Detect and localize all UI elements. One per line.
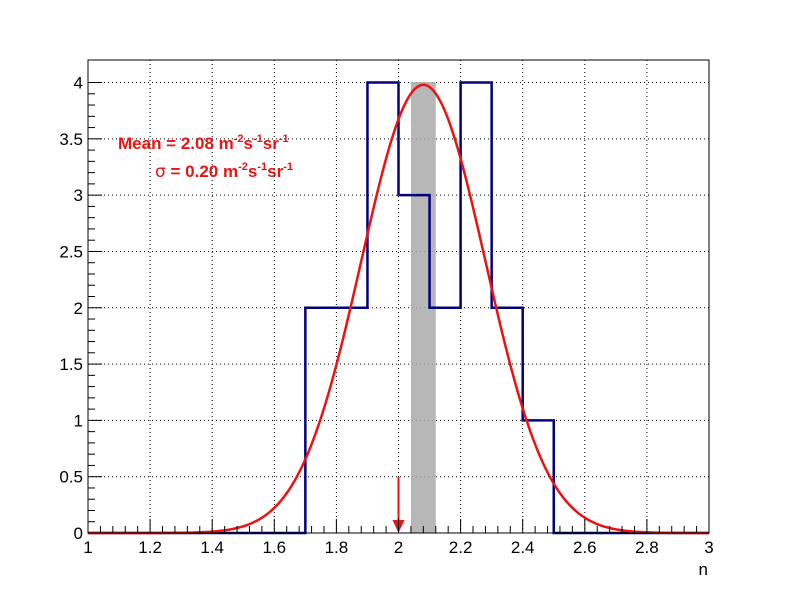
mean-unit-exp-m: -2 (234, 133, 244, 145)
x-tick-label: 2.2 (449, 538, 473, 557)
sigma-unit-exp-s: -1 (257, 161, 267, 173)
y-tick-label: 1.5 (59, 355, 83, 374)
mean-unit-s: s (244, 134, 253, 153)
x-tick-label: 2.6 (573, 538, 597, 557)
mean-annotation: Mean = 2.08 m-2s-1sr-1 (118, 133, 289, 153)
y-tick-label: 1 (74, 411, 83, 430)
mean-text: Mean = 2.08 m (118, 134, 234, 153)
x-tick-label: 1.8 (325, 538, 349, 557)
sigma-unit-sr: sr (267, 162, 283, 181)
x-tick-label: 3 (704, 538, 713, 557)
y-tick-labels: 0 0.5 1 1.5 2 2.5 3 3.5 4 (59, 74, 83, 543)
axis-ticks (87, 82, 710, 534)
x-axis-title: n (699, 560, 708, 579)
x-tick-label: 1 (83, 538, 92, 557)
sigma-unit-s: s (248, 162, 257, 181)
y-tick-label: 2 (74, 299, 83, 318)
y-tick-label: 4 (74, 74, 83, 93)
x-tick-label: 2.4 (511, 538, 535, 557)
x-tick-label: 1.2 (138, 538, 162, 557)
y-tick-label: 0 (74, 524, 83, 543)
x-tick-label: 2 (394, 538, 403, 557)
histogram-bin (492, 308, 523, 533)
y-tick-label: 3 (74, 186, 83, 205)
y-tick-label: 0.5 (59, 468, 83, 487)
sigma-annotation: σ = 0.20 m-2s-1sr-1 (155, 161, 293, 182)
x-tick-labels: 1 1.2 1.4 1.6 1.8 2 2.2 2.4 2.6 2.8 3 (83, 538, 713, 557)
mean-unit-sr: sr (263, 134, 279, 153)
mean-unit-exp-sr: -1 (279, 133, 289, 145)
sigma-text: = 0.20 m (166, 162, 238, 181)
mean-unit-exp-s: -1 (253, 133, 263, 145)
sigma-unit-exp-m: -2 (238, 161, 248, 173)
x-tick-label: 2.8 (635, 538, 659, 557)
histogram-outline (88, 81, 709, 535)
sigma-symbol: σ (155, 162, 166, 182)
histogram-bin (430, 308, 461, 533)
y-tick-label: 3.5 (59, 130, 83, 149)
histogram-bin (367, 83, 398, 533)
x-tick-label: 1.6 (262, 538, 286, 557)
histogram (88, 81, 709, 535)
sigma-unit-exp-sr: -1 (283, 161, 293, 173)
histogram-bin (461, 83, 492, 533)
histogram-bin (399, 195, 430, 533)
y-tick-label: 2.5 (59, 242, 83, 261)
x-tick-label: 1.4 (200, 538, 224, 557)
